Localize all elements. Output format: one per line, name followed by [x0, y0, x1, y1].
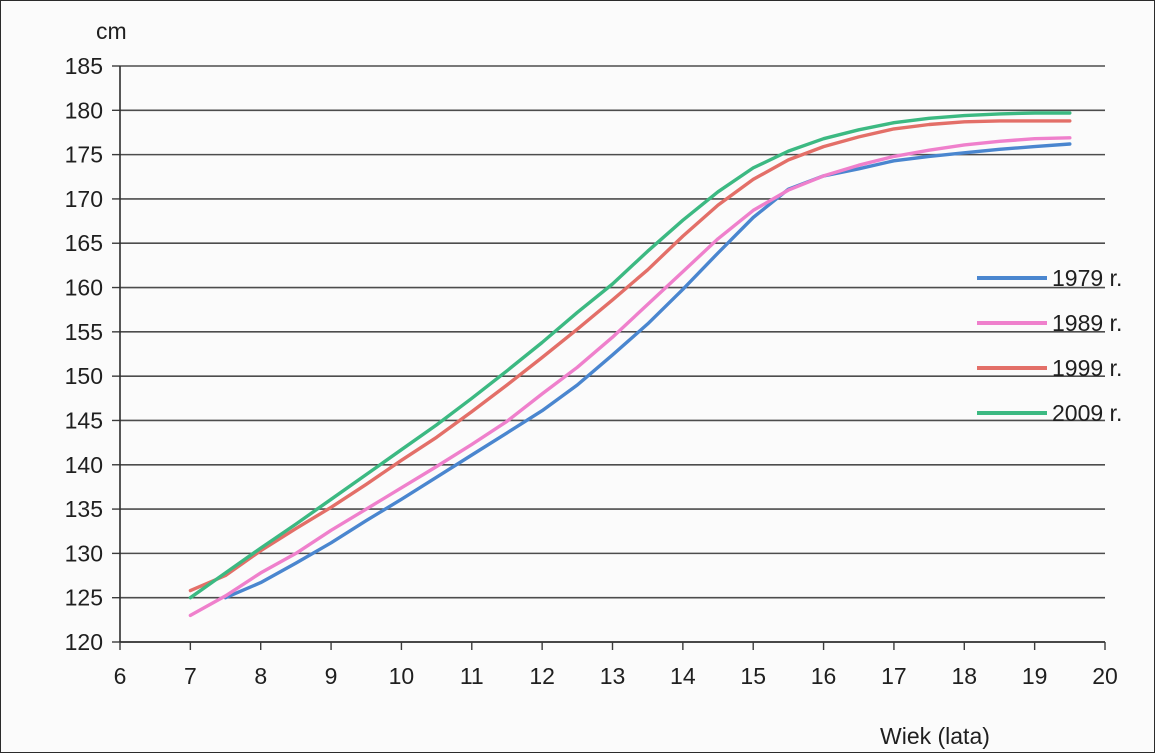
x-tick-label: 20: [1092, 663, 1118, 689]
x-tick-label: 16: [811, 663, 837, 689]
y-axis-label: cm: [96, 18, 127, 44]
legend: 1979 r. 1989 r. 1999 r. 2009 r.: [977, 265, 1122, 426]
x-tick-label: 7: [184, 663, 197, 689]
y-tick-label: 175: [65, 142, 103, 168]
x-tick-label: 6: [114, 663, 127, 689]
x-tick-label: 12: [529, 663, 555, 689]
series-line-2009r: [188, 111, 1072, 600]
grid-layer: [120, 65, 1105, 599]
series-line-1999r: [188, 119, 1072, 593]
x-axis-label: Wiek (lata): [880, 723, 990, 749]
y-tick-label: 120: [65, 629, 103, 655]
y-tick-label: 155: [65, 319, 103, 345]
x-tick-label: 15: [740, 663, 766, 689]
x-tick-label: 8: [254, 663, 267, 689]
x-tick-label: 14: [670, 663, 696, 689]
series-line-1989r: [188, 136, 1072, 618]
y-tick-label: 125: [65, 585, 103, 611]
legend-label: 2009 r.: [1052, 400, 1122, 426]
series-layer: [188, 111, 1072, 618]
y-tick-label: 140: [65, 452, 103, 478]
y-tick-label: 165: [65, 230, 103, 256]
y-tick-label: 170: [65, 186, 103, 212]
legend-label: 1989 r.: [1052, 310, 1122, 336]
y-tick-label: 150: [65, 363, 103, 389]
y-tick-label: 145: [65, 407, 103, 433]
y-tick-label: 180: [65, 97, 103, 123]
axis-layer: 120 125 130 135 140 145 150 155 160 165 170 175 180 1…: [65, 53, 1118, 689]
y-tick-label: 130: [65, 540, 103, 566]
x-tick-label: 10: [389, 663, 415, 689]
x-tick-label: 9: [325, 663, 338, 689]
y-tick-label: 185: [65, 53, 103, 79]
x-tick-label: 19: [1022, 663, 1048, 689]
x-tick-label: 11: [460, 663, 484, 689]
y-tick-label: 160: [65, 275, 103, 301]
series-line-1979r: [223, 142, 1072, 600]
x-tick-label: 18: [951, 663, 977, 689]
x-tick-label: 17: [881, 663, 907, 689]
legend-label: 1979 r.: [1052, 265, 1122, 291]
legend-label: 1999 r.: [1052, 355, 1122, 381]
x-tick-label: 13: [600, 663, 626, 689]
y-tick-label: 135: [65, 496, 103, 522]
